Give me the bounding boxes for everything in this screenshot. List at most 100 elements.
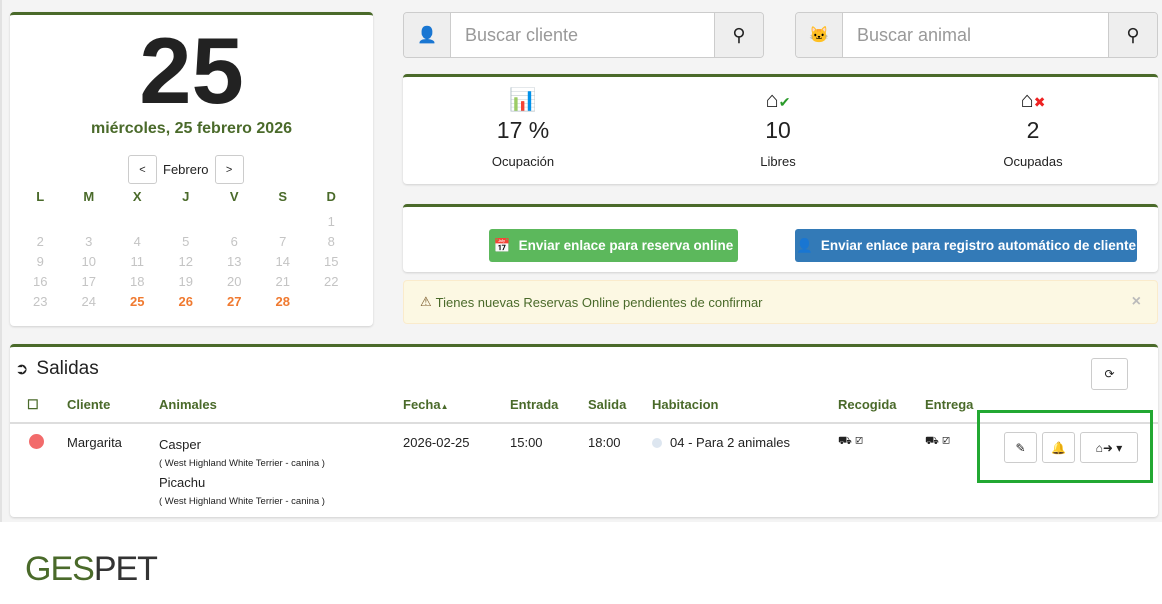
col-recogida[interactable]: Recogida <box>838 397 897 412</box>
free-label: Libres <box>760 154 796 169</box>
col-habitacion[interactable]: Habitacion <box>652 397 719 412</box>
calendar-day[interactable]: 17 <box>81 273 96 289</box>
calendar-day[interactable]: 24 <box>81 293 96 309</box>
edit-icon: ✎ <box>1015 440 1026 455</box>
calendar-day[interactable]: 13 <box>227 253 242 269</box>
calendar-grid: L M X J V S D 1 2 3 4 5 6 7 8 9 10 11 12 13 14 15 16 17 18 19 20 21… <box>16 189 366 311</box>
calendar-day[interactable]: 16 <box>33 273 48 289</box>
calendar-day[interactable]: 22 <box>324 273 339 289</box>
user-plus-icon: 👤 <box>796 237 813 253</box>
free-value: 10 <box>765 117 791 143</box>
calendar-day[interactable]: 28 <box>275 293 290 309</box>
calendar-day[interactable]: 27 <box>227 293 242 309</box>
calendar-day[interactable]: 7 <box>279 233 287 249</box>
calendar-day[interactable]: 9 <box>36 253 44 269</box>
bell-icon: 🔔 <box>1051 440 1066 455</box>
button-label: Enviar enlace para reserva online <box>518 238 734 253</box>
close-alert-button[interactable]: × <box>1131 293 1141 310</box>
calendar-day[interactable]: 2 <box>36 233 44 249</box>
send-online-booking-button[interactable]: 📅 Enviar enlace para reserva online <box>489 229 738 262</box>
calendar-card: 25 miércoles, 25 febrero 2026 < Febrero … <box>10 12 373 326</box>
pickup-truck-check-icon[interactable]: ⛟ ☑ <box>838 435 864 447</box>
client-search-input[interactable] <box>451 13 714 57</box>
calendar-day[interactable]: 1 <box>327 213 335 229</box>
calendar-day[interactable]: 8 <box>327 233 335 249</box>
bar-chart-icon: 📊 <box>509 87 537 112</box>
calendar-day[interactable]: 5 <box>182 233 190 249</box>
weekday-header: D <box>326 189 336 204</box>
calendar-day[interactable]: 26 <box>178 293 193 309</box>
next-month-button[interactable]: > <box>214 155 244 184</box>
animal-name[interactable]: Casper <box>159 437 201 452</box>
occupied-label: Ocupadas <box>1003 154 1063 169</box>
calendar-day[interactable]: 19 <box>178 273 193 289</box>
col-cliente[interactable]: Cliente <box>67 397 111 412</box>
gespet-logo: GESPET <box>25 550 158 588</box>
col-label: Fecha <box>403 397 441 412</box>
stats-card: 📊 17 % Ocupación ⌂✔ 10 Libres ⌂✖ 2 Ocupa… <box>403 74 1158 184</box>
weekday-header: S <box>278 189 288 204</box>
bookmark-icon: ☐ <box>27 397 39 412</box>
col-entrega[interactable]: Entrega <box>925 397 974 412</box>
occupied-value: 2 <box>1026 117 1040 143</box>
calendar-day[interactable]: 3 <box>85 233 93 249</box>
notify-button[interactable]: 🔔 <box>1042 432 1075 463</box>
calendar-day[interactable]: 12 <box>178 253 193 269</box>
weekday-header: M <box>83 189 95 204</box>
room-color-dot <box>652 438 662 448</box>
weekday-header: J <box>182 189 190 204</box>
house-check-icon: ⌂✔ <box>765 87 791 112</box>
calendar-day[interactable]: 21 <box>275 273 290 289</box>
search-animal-button[interactable]: ⚲ <box>1108 13 1157 57</box>
weekday-header: L <box>36 189 45 204</box>
delivery-truck-check-icon[interactable]: ⛟ ☑ <box>925 435 951 447</box>
current-date: miércoles, 25 febrero 2026 <box>90 120 292 137</box>
client-name[interactable]: Margarita <box>67 435 122 450</box>
calendar-day[interactable]: 20 <box>227 273 242 289</box>
animals-list: Casper ( West Highland White Terrier - c… <box>159 435 325 511</box>
habitacion: 04 - Para 2 animales <box>670 435 790 450</box>
prev-month-button[interactable]: < <box>128 155 157 184</box>
actions-card: 📅 Enviar enlace para reserva online 👤 Envi… <box>403 204 1158 272</box>
calendar-day[interactable]: 18 <box>130 273 145 289</box>
refresh-button[interactable]: ⟳ <box>1091 358 1128 390</box>
status-dot <box>29 434 44 449</box>
animal-breed: ( West Highland White Terrier - canina ) <box>159 496 325 507</box>
animal-name[interactable]: Picachu <box>159 475 206 490</box>
calendar-day[interactable]: 6 <box>230 233 238 249</box>
calendar-day[interactable]: 15 <box>324 253 339 269</box>
search-icon: ⚲ <box>732 24 746 45</box>
salidas-card: ➲ Salidas ⟳ ☐ Cliente Animales Fecha▲ En… <box>10 344 1158 517</box>
calendar-day[interactable]: 14 <box>275 253 290 269</box>
sort-asc-icon: ▲ <box>440 402 449 411</box>
search-client-button[interactable]: ⚲ <box>714 13 763 57</box>
animal-search: 🐱 ⚲ <box>795 12 1158 58</box>
calendar-day[interactable]: 4 <box>133 233 141 249</box>
house-arrow-icon: ⌂➜ ▾ <box>1095 440 1123 455</box>
alert-text: Tienes nuevas Reservas Online pendientes… <box>435 294 763 310</box>
calendar-day[interactable]: 10 <box>81 253 96 269</box>
calendar-day[interactable]: 25 <box>130 293 145 309</box>
header-divider <box>10 422 1158 424</box>
month-label: Febrero <box>163 162 209 177</box>
highlight-box <box>977 410 1153 483</box>
weekday-header: X <box>132 189 142 204</box>
sign-out-icon: ➲ <box>15 361 29 378</box>
animal-breed: ( West Highland White Terrier - canina ) <box>159 458 325 469</box>
col-animales[interactable]: Animales <box>159 397 217 412</box>
calendar-day[interactable]: 23 <box>33 293 48 309</box>
edit-button[interactable]: ✎ <box>1004 432 1037 463</box>
refresh-icon: ⟳ <box>1104 367 1115 381</box>
checkout-dropdown-button[interactable]: ⌂➜ ▾ <box>1080 432 1138 463</box>
col-salida[interactable]: Salida <box>588 397 627 412</box>
calendar-day[interactable]: 11 <box>130 253 145 269</box>
col-entrada[interactable]: Entrada <box>510 397 559 412</box>
send-client-registration-button[interactable]: 👤 Enviar enlace para registro automático … <box>795 229 1137 262</box>
current-day: 25 <box>139 18 244 123</box>
client-search: 👤 ⚲ <box>403 12 764 58</box>
animal-search-input[interactable] <box>843 13 1108 57</box>
warning-icon: ⚠ <box>420 294 432 309</box>
col-fecha[interactable]: Fecha▲ <box>403 397 449 412</box>
user-icon: 👤 <box>404 13 451 57</box>
weekday-header: V <box>229 189 239 204</box>
